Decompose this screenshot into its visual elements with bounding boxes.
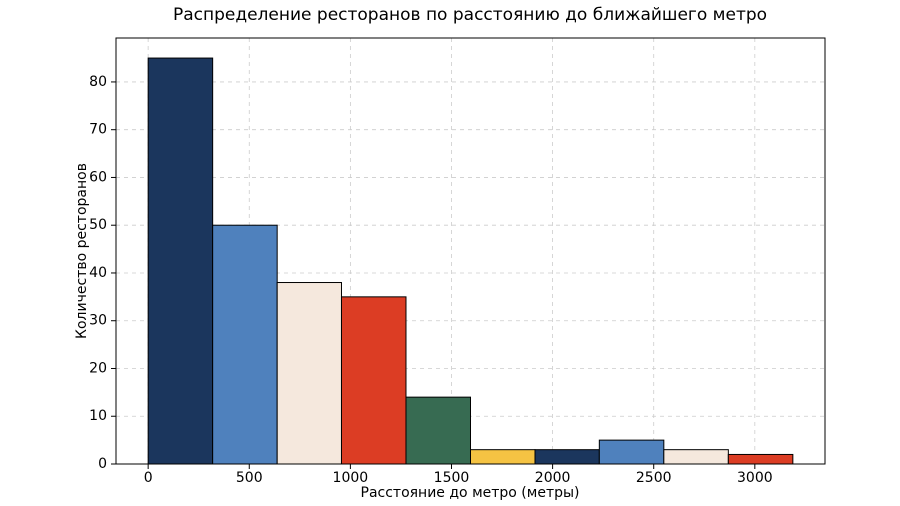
bar [147,57,214,465]
x-tick-label: 0 [144,470,153,486]
y-tick-label: 50 [89,217,107,233]
x-tick-label: 1000 [333,470,369,486]
chart-title: Распределение ресторанов по расстоянию д… [173,5,767,25]
bar [598,439,665,465]
bar [727,453,794,465]
y-tick-label: 80 [89,74,107,90]
y-tick-label: 10 [89,408,107,424]
y-axis-label: Количество ресторанов [74,163,90,339]
x-tick-label: 2500 [636,470,672,486]
y-tick-label: 40 [89,265,107,281]
x-tick-label: 2000 [535,470,571,486]
x-tick-label: 3000 [737,470,773,486]
bar [276,282,342,465]
bar [212,224,278,465]
bar [534,449,600,465]
bar [340,296,407,465]
bar [405,396,471,465]
y-tick-label: 30 [89,313,107,329]
x-tick-label: 1500 [434,470,470,486]
y-tick-label: 0 [98,456,107,472]
bar [663,449,729,465]
bar [470,449,536,465]
x-axis-label: Расстояние до метро (метры) [361,485,580,501]
y-tick-label: 60 [89,169,107,185]
y-tick-label: 20 [89,360,107,376]
plot-frame [115,37,826,465]
x-tick-label: 500 [236,470,263,486]
y-tick-label: 70 [89,122,107,138]
